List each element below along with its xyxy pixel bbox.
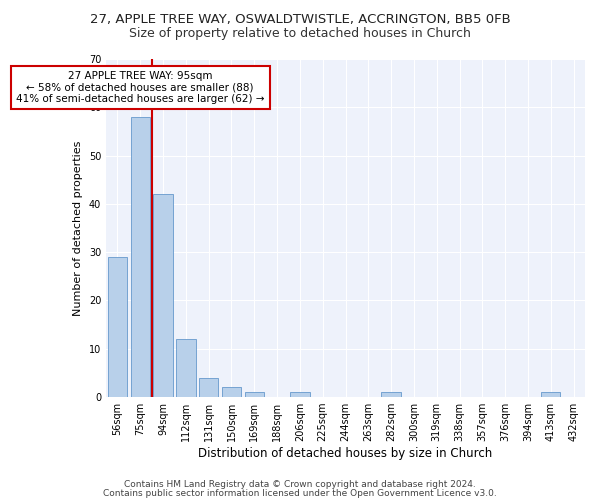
Bar xyxy=(154,194,173,397)
Bar xyxy=(131,117,150,397)
Text: Contains public sector information licensed under the Open Government Licence v3: Contains public sector information licen… xyxy=(103,488,497,498)
X-axis label: Distribution of detached houses by size in Church: Distribution of detached houses by size … xyxy=(199,447,493,460)
Text: Contains HM Land Registry data © Crown copyright and database right 2024.: Contains HM Land Registry data © Crown c… xyxy=(124,480,476,489)
Y-axis label: Number of detached properties: Number of detached properties xyxy=(73,140,83,316)
Text: 27, APPLE TREE WAY, OSWALDTWISTLE, ACCRINGTON, BB5 0FB: 27, APPLE TREE WAY, OSWALDTWISTLE, ACCRI… xyxy=(89,12,511,26)
Bar xyxy=(541,392,560,397)
Text: 27 APPLE TREE WAY: 95sqm
← 58% of detached houses are smaller (88)
41% of semi-d: 27 APPLE TREE WAY: 95sqm ← 58% of detach… xyxy=(16,71,265,104)
Bar xyxy=(290,392,310,397)
Bar xyxy=(176,339,196,397)
Bar xyxy=(108,257,127,397)
Bar xyxy=(222,388,241,397)
Text: Size of property relative to detached houses in Church: Size of property relative to detached ho… xyxy=(129,28,471,40)
Bar xyxy=(199,378,218,397)
Bar xyxy=(382,392,401,397)
Bar xyxy=(245,392,264,397)
